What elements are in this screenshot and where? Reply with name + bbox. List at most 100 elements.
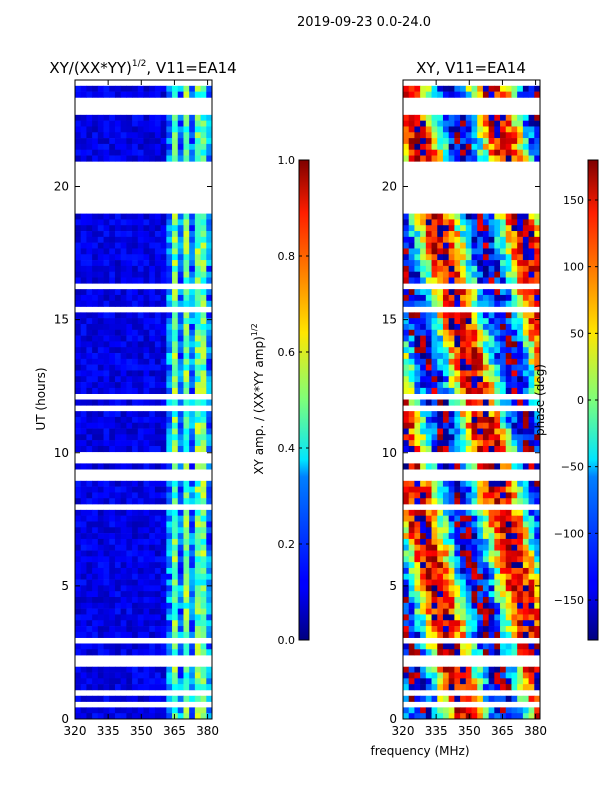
heatmap-cell	[80, 597, 87, 604]
heatmap-cell	[154, 492, 162, 499]
heatmap-cell	[482, 713, 490, 720]
heatmap-cell	[86, 422, 93, 429]
heatmap-cell	[528, 573, 535, 580]
heatmap-cell	[120, 527, 127, 534]
heatmap-cell	[534, 585, 541, 592]
heatmap-cell	[143, 567, 150, 575]
heatmap-cell	[482, 643, 490, 650]
heatmap-cell	[154, 422, 162, 429]
heatmap-cell	[403, 387, 410, 394]
heatmap-cell	[109, 114, 116, 121]
heatmap-cell	[471, 347, 478, 354]
heatmap-cell	[137, 626, 144, 633]
heatmap-cell	[75, 353, 82, 360]
heatmap-cell	[154, 254, 162, 261]
heatmap-cell	[488, 562, 495, 569]
heatmap-cell	[477, 149, 484, 156]
heatmap-cell	[194, 138, 201, 145]
heatmap-cell	[511, 248, 518, 255]
heatmap-cell	[517, 353, 524, 360]
heatmap-cell	[460, 567, 467, 575]
heatmap-cell	[460, 294, 467, 302]
heatmap-cell	[454, 550, 461, 557]
heatmap-cell	[534, 225, 541, 232]
heatmap-cell	[126, 91, 133, 98]
heatmap-cell	[505, 265, 512, 272]
heatmap-cell	[454, 515, 461, 522]
heatmap-cell	[511, 300, 518, 307]
heatmap-cell	[109, 538, 116, 546]
heatmap-cell	[471, 527, 478, 534]
heatmap-cell	[460, 416, 467, 424]
heatmap-cell	[75, 364, 82, 371]
heatmap-cell	[183, 620, 190, 627]
heatmap-cell	[494, 713, 501, 720]
heatmap-cell	[189, 707, 196, 714]
heatmap-cell	[465, 231, 472, 238]
left-colorbar: 0.00.20.40.60.81.0 XY amp. / (XX*YY amp)…	[250, 154, 310, 647]
heatmap-cell	[420, 643, 427, 650]
heatmap-cell	[431, 370, 438, 377]
heatmap-cell	[494, 527, 501, 534]
heatmap-cell	[488, 353, 495, 360]
heatmap-cell	[172, 277, 179, 284]
heatmap-cell	[528, 411, 535, 418]
heatmap-cell	[465, 277, 472, 284]
heatmap-cell	[425, 538, 432, 546]
heatmap-cell	[206, 556, 213, 563]
heatmap-cell	[488, 387, 495, 394]
heatmap-cell	[465, 114, 472, 121]
heatmap-cell	[114, 666, 122, 673]
heatmap-cell	[494, 382, 501, 389]
heatmap-cell	[425, 556, 432, 563]
heatmap-cell	[448, 515, 455, 522]
heatmap-cell	[522, 573, 529, 580]
heatmap-cell	[454, 707, 461, 714]
heatmap-cell	[114, 567, 122, 575]
heatmap-cell	[511, 509, 518, 516]
heatmap-cell	[109, 323, 116, 331]
heatmap-cell	[114, 300, 122, 307]
heatmap-cell	[143, 242, 150, 249]
heatmap-cell	[200, 277, 207, 284]
heatmap-cell	[420, 341, 427, 348]
heatmap-cell	[517, 556, 524, 563]
heatmap-cell	[177, 649, 184, 656]
heatmap-cell	[494, 335, 501, 342]
heatmap-cell	[425, 143, 432, 151]
heatmap-cell	[206, 463, 213, 470]
heatmap-cell	[408, 353, 415, 360]
heatmap-cell	[114, 440, 122, 447]
heatmap-cell	[454, 132, 461, 139]
heatmap-cell	[109, 614, 116, 621]
heatmap-cell	[534, 533, 541, 540]
heatmap-cell	[488, 684, 495, 691]
heatmap-cell	[500, 411, 507, 418]
heatmap-cell	[511, 480, 518, 487]
heatmap-cell	[465, 382, 472, 389]
heatmap-cell	[103, 626, 110, 633]
heatmap-cell	[403, 370, 410, 377]
heatmap-cell	[92, 445, 99, 453]
heatmap-cell	[477, 695, 484, 702]
heatmap-cell	[160, 498, 167, 505]
heatmap-cell	[206, 329, 213, 336]
heatmap-cell	[137, 225, 144, 232]
heatmap-cell	[482, 265, 490, 272]
heatmap-cell	[414, 463, 421, 470]
heatmap-cell	[425, 114, 432, 121]
heatmap-cell	[511, 411, 518, 418]
heatmap-cell	[494, 411, 501, 418]
heatmap-cell	[511, 602, 518, 609]
heatmap-cell	[132, 364, 139, 371]
heatmap-cell	[454, 649, 461, 656]
heatmap-cell	[528, 143, 535, 151]
heatmap-cell	[177, 678, 184, 685]
heatmap-cell	[528, 480, 535, 487]
heatmap-cell	[477, 323, 484, 331]
heatmap-cell	[200, 649, 207, 656]
heatmap-cell	[437, 277, 444, 284]
heatmap-cell	[403, 649, 410, 656]
heatmap-cell	[200, 138, 207, 145]
heatmap-cell	[92, 550, 99, 557]
